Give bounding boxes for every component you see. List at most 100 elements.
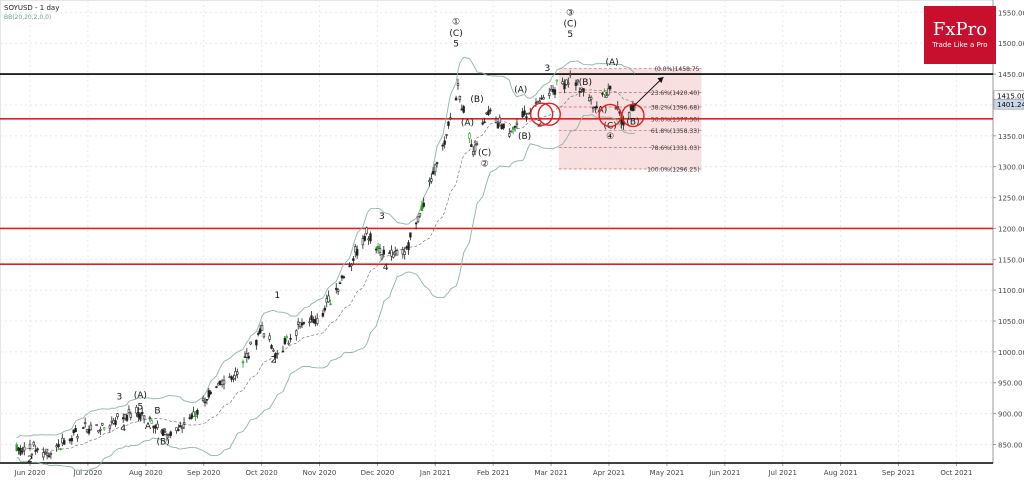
bollinger-middle (16, 89, 636, 451)
candle-body (137, 411, 140, 418)
candle-body (603, 91, 606, 95)
candle-body (460, 108, 463, 111)
candle-body (59, 448, 62, 450)
candle-body (232, 377, 235, 380)
candle-body (409, 232, 412, 238)
candle-body (148, 417, 152, 420)
candle-body (511, 127, 515, 130)
wave-label: (C) (449, 29, 462, 39)
candle-body (563, 83, 566, 90)
wave-label: 4 (120, 424, 126, 434)
wave-label: (B) (626, 118, 639, 128)
candle-body (175, 427, 178, 431)
candle-body (430, 178, 433, 182)
fib-level-label: 100.0%(1296.25) (647, 166, 699, 173)
candle-body (614, 107, 618, 110)
candle-body (142, 415, 146, 420)
candle-body (241, 361, 245, 364)
candle-body (45, 452, 49, 456)
candle-body (272, 349, 275, 352)
candle-body (74, 428, 77, 433)
candle-body (392, 253, 395, 258)
candle-body (287, 342, 290, 345)
candle-body (340, 275, 344, 279)
candle-body (101, 422, 104, 426)
candle-body (82, 427, 85, 429)
candle-body (179, 425, 182, 428)
x-tick-label: Sep 2021 (882, 469, 915, 477)
candle-body (525, 116, 528, 118)
candle-body (420, 205, 424, 212)
candle-body (355, 249, 359, 256)
candle-body (83, 422, 87, 424)
candle-body (321, 312, 325, 317)
candle-body (582, 88, 585, 93)
candle-body (110, 421, 113, 423)
x-tick-label: Oct 2020 (246, 469, 278, 477)
wave-label: 5 (137, 402, 143, 412)
candle-body (620, 119, 623, 125)
x-tick-label: Nov 2020 (303, 469, 337, 477)
candle-body (588, 97, 591, 102)
candle-body (433, 164, 437, 172)
wave-label: 3 (117, 392, 123, 402)
candle-body (236, 371, 239, 375)
candle-body (70, 438, 74, 442)
candle-body (36, 448, 39, 451)
candle-body (114, 420, 117, 425)
candle-body (281, 350, 285, 353)
indicator-label: BB(20,20,2,0,0) (4, 14, 51, 21)
candle-body (207, 390, 210, 398)
wave-label: 4 (383, 263, 389, 273)
candle-body (61, 437, 64, 444)
projection-arrow-head (657, 77, 664, 84)
candle-body (42, 452, 45, 458)
candle-body (365, 227, 368, 234)
candle-body (538, 100, 541, 103)
candle-body (548, 92, 551, 96)
candle-body (182, 422, 186, 425)
candle-body (418, 213, 422, 217)
candle-body (19, 447, 22, 455)
candle-body (276, 353, 279, 355)
candle-body (316, 318, 319, 324)
candle-body (395, 250, 399, 256)
candle-body (527, 112, 530, 115)
candle-body (190, 414, 193, 419)
wave-label: 2 (271, 355, 277, 365)
fib-level-label: 50.0%(1377.50) (651, 116, 700, 123)
candle-body (169, 431, 172, 436)
candle-body (428, 180, 431, 183)
candle-body (150, 420, 153, 424)
support-touch-circle (529, 102, 554, 126)
candle-body (462, 106, 465, 113)
candle-body (72, 429, 75, 434)
candle-body (127, 408, 131, 413)
candle-body (627, 112, 631, 119)
candle-body (500, 124, 503, 130)
candle-body (388, 252, 391, 254)
candle-body (475, 143, 479, 146)
candle-body (540, 97, 543, 100)
candle-body (323, 307, 327, 311)
fib-level-label: 38.2%(1396.68) (651, 104, 700, 111)
y-tick-label: 900.00 (998, 411, 1023, 419)
candle-body (220, 380, 224, 385)
candle-body (542, 97, 545, 100)
wave-label: (C) (564, 20, 577, 30)
candle-body (129, 413, 133, 418)
plot-frame (0, 0, 994, 464)
candle-body (441, 144, 444, 147)
candle-body (243, 356, 247, 359)
candle-body (536, 101, 540, 103)
y-tick-label: 1100.00 (998, 287, 1024, 295)
fib-level-label: 78.6%(1331.03) (651, 145, 700, 152)
logo-brand: FxPro (932, 19, 988, 40)
fib-level-label: (0.0%)1458.75 (655, 66, 700, 73)
candle-body (534, 102, 538, 104)
candle-body (378, 248, 382, 253)
candle-body (350, 264, 353, 267)
candle-body (99, 429, 102, 431)
candle-body (348, 265, 351, 268)
